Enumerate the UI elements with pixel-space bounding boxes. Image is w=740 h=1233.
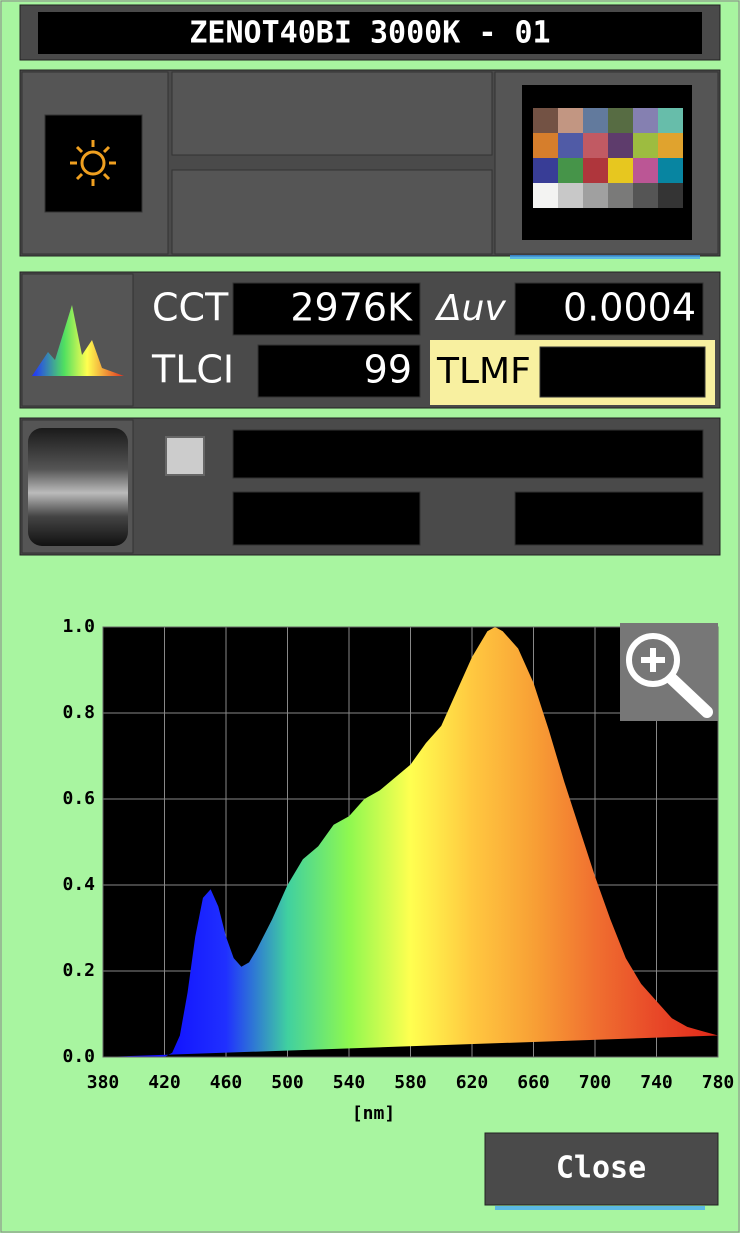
- blank-button[interactable]: [171, 169, 493, 255]
- tlci-value: 99: [364, 348, 412, 392]
- color-patch: [633, 108, 658, 133]
- x-tick-label: 620: [456, 1072, 489, 1093]
- selection-glow: [510, 255, 700, 259]
- cct-value: 2976K: [290, 286, 413, 330]
- color-patch: [533, 108, 558, 133]
- filter-field: [232, 491, 421, 546]
- color-patch: [608, 158, 633, 183]
- color-patch: [583, 183, 608, 208]
- color-patch: [633, 158, 658, 183]
- checkbox[interactable]: [165, 436, 205, 476]
- close-label[interactable]: Close: [556, 1151, 646, 1186]
- tlmf-label: TLMF: [436, 351, 531, 392]
- tlmf-field: [539, 346, 706, 398]
- y-tick-label: 0.2: [62, 960, 95, 981]
- x-tick-label: 420: [148, 1072, 181, 1093]
- tlci-field: [257, 344, 421, 398]
- color-patch: [658, 133, 683, 158]
- cct-label: CCT: [152, 286, 229, 330]
- color-patch: [633, 183, 658, 208]
- color-patch: [533, 158, 558, 183]
- color-patch: [583, 108, 608, 133]
- y-tick-label: 0.8: [62, 702, 95, 723]
- sun-icon-box: [44, 114, 143, 213]
- title: ZENOT40BI 3000K - 01: [189, 16, 550, 51]
- x-axis-label: [nm]: [352, 1103, 395, 1124]
- x-tick-label: 540: [333, 1072, 366, 1093]
- x-tick-label: 660: [517, 1072, 550, 1093]
- y-tick-label: 0.6: [62, 788, 95, 809]
- x-tick-label: 380: [87, 1072, 120, 1093]
- spectrum-area: [103, 627, 718, 1057]
- color-patch: [533, 133, 558, 158]
- color-patch: [533, 183, 558, 208]
- filter-icon: [28, 428, 128, 546]
- x-tick-label: 740: [640, 1072, 673, 1093]
- filter-field: [232, 429, 704, 479]
- tlci-label: TLCI: [151, 348, 234, 392]
- color-patch: [558, 158, 583, 183]
- duv-field: [514, 282, 704, 336]
- zoom-button[interactable]: [620, 623, 718, 721]
- y-tick-label: 1.0: [62, 616, 95, 637]
- selection-glow: [495, 1206, 705, 1210]
- color-checker: [533, 108, 683, 208]
- title-field: [38, 12, 702, 54]
- sun-icon: [70, 140, 116, 186]
- zoom-plus: [641, 648, 665, 672]
- color-patch: [658, 108, 683, 133]
- blank-button[interactable]: [171, 71, 493, 156]
- cct-field: [232, 282, 421, 336]
- color-patch: [558, 108, 583, 133]
- x-tick-label: 700: [579, 1072, 612, 1093]
- color-patch: [658, 183, 683, 208]
- color-patch: [633, 133, 658, 158]
- duv-label: Δuv: [434, 288, 506, 329]
- x-tick-label: 780: [702, 1072, 735, 1093]
- x-tick-label: 580: [394, 1072, 427, 1093]
- y-tick-label: 0.4: [62, 874, 95, 895]
- color-patch: [583, 133, 608, 158]
- color-patch: [658, 158, 683, 183]
- close-button[interactable]: [484, 1132, 719, 1206]
- zoom-lens: [626, 633, 680, 687]
- filter-field: [514, 491, 704, 546]
- color-patch: [583, 158, 608, 183]
- y-tick-label: 0.0: [62, 1046, 95, 1067]
- x-tick-label: 500: [271, 1072, 304, 1093]
- spectrum-icon: [32, 305, 124, 376]
- color-patch: [608, 108, 633, 133]
- color-patch: [558, 133, 583, 158]
- zoom-handle: [666, 673, 713, 718]
- duv-value: 0.0004: [563, 286, 696, 330]
- color-patch: [608, 183, 633, 208]
- plot-frame: [102, 626, 719, 1058]
- color-patch: [608, 133, 633, 158]
- x-tick-label: 460: [210, 1072, 243, 1093]
- color-patch: [558, 183, 583, 208]
